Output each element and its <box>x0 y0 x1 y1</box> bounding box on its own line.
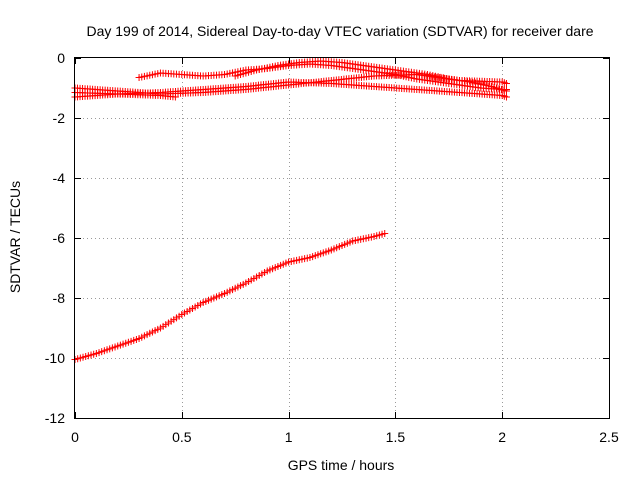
y-axis-label: SDTVAR / TECUs <box>7 181 23 293</box>
tick-labels: 0 0.5 1 1.5 2 2.5 0 -2 -4 -6 -8 -10 -12 <box>45 50 619 445</box>
y-tick-label: -6 <box>53 230 66 246</box>
series-track-f <box>71 230 389 363</box>
grid <box>75 58 609 418</box>
y-tick-label: 0 <box>57 50 65 66</box>
chart-title: Day 199 of 2014, Sidereal Day-to-day VTE… <box>86 23 593 39</box>
x-tick-label: 0.5 <box>172 429 192 445</box>
y-tick-label: -12 <box>45 410 65 426</box>
data-point <box>502 80 510 87</box>
x-tick-label: 1.5 <box>386 429 406 445</box>
x-tick-label: 0 <box>71 429 79 445</box>
y-tick-label: -10 <box>45 350 65 366</box>
x-tick-label: 2.5 <box>599 429 619 445</box>
plot-frame <box>74 57 610 419</box>
series-track-c <box>71 89 179 101</box>
x-tick-label: 1 <box>285 429 293 445</box>
data-points <box>71 57 510 363</box>
y-tick-label: -2 <box>53 110 66 126</box>
data-point <box>502 87 510 95</box>
series-track-e <box>231 57 510 95</box>
x-tick-label: 2 <box>498 429 506 445</box>
x-axis-label: GPS time / hours <box>288 457 395 473</box>
data-point <box>171 93 179 101</box>
data-point <box>502 93 510 101</box>
data-point <box>381 230 389 237</box>
y-tick-label: -4 <box>53 170 66 186</box>
y-tick-label: -8 <box>53 290 66 306</box>
